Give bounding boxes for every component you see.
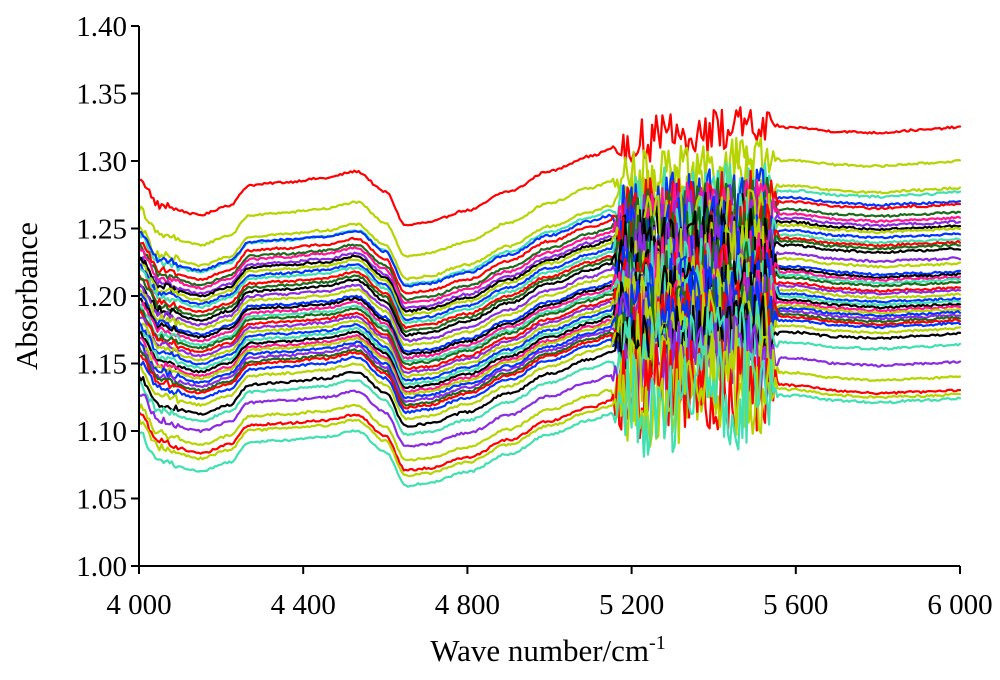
series-layer [137,106,962,488]
spectrum-line [137,243,962,371]
y-tick-label: 1.30 [76,146,127,178]
spectrum-line [137,214,962,343]
y-tick-label: 1.35 [76,79,127,111]
spectrum-line [137,225,962,353]
spectrum-line [137,267,962,394]
spectrum-line [137,281,962,415]
spectrum-line [137,193,962,325]
y-tick-label: 1.40 [76,11,127,43]
x-axis-title-text: Wave number/cm [430,633,649,668]
spectrum-line [137,176,962,302]
y-tick-label: 1.20 [76,281,127,313]
spectrum-line [137,340,962,478]
spectrum-line [137,178,962,305]
y-tick-label: 1.05 [76,484,127,516]
spectrum-line [137,276,962,407]
spectrum-line [137,285,962,421]
x-tick-label: 5 200 [599,589,664,621]
spectrum-line [137,183,962,310]
spectrum-line [137,230,962,360]
x-tick-label: 4 000 [106,589,171,621]
spectrum-line [137,237,962,363]
spectrum-line [137,169,962,295]
spectrum-line [137,187,962,317]
spectrum-line [137,191,962,313]
spectrum-line [137,244,962,374]
x-tick-label: 4 400 [271,589,336,621]
spectrum-line [137,339,962,472]
spectrum-line [137,106,962,227]
y-tick-label: 1.10 [76,416,127,448]
spectrum-line [137,208,962,338]
spectrum-line [137,167,962,288]
spectrum-line [137,193,962,322]
x-axis-title-superscript: -1 [649,632,666,654]
y-tick-label: 1.25 [76,214,127,246]
y-tick-label: 1.15 [76,349,127,381]
spectrum-line [137,199,962,330]
spectrum-line [137,253,962,379]
spectrum-line [137,235,962,367]
spectrum-line [137,228,962,356]
spectrum-line [137,269,962,400]
spectrum-line [137,264,962,396]
y-tick-label: 1.00 [76,551,127,583]
spectrum-line [137,254,962,386]
x-tick-label: 5 600 [763,589,828,621]
spectrum-line [137,325,962,462]
x-axis-title: Wave number/cm-1 [430,632,665,668]
spectrum-line [137,339,962,488]
spectrum-line [137,274,962,403]
spectrum-line [137,300,962,437]
spectrum-line [137,161,962,287]
spectrum-line [137,294,962,428]
spectrum-line [137,204,962,333]
spectrum-line [137,154,962,281]
ticks-layer: 4 000 4 400 4 800 5 200 5 600 6 000 1.00 1.05 1.… [76,11,992,621]
spectrum-line [137,251,962,382]
spectrum-line [137,258,962,389]
x-tick-label: 6 000 [927,589,992,621]
y-axis-title: Absorbance [9,222,44,370]
x-tick-label: 4 800 [435,589,500,621]
spectrum-line [137,280,962,410]
spectrum-line [137,314,962,448]
spectrum-line [137,218,962,347]
spectrum-line [137,136,962,258]
